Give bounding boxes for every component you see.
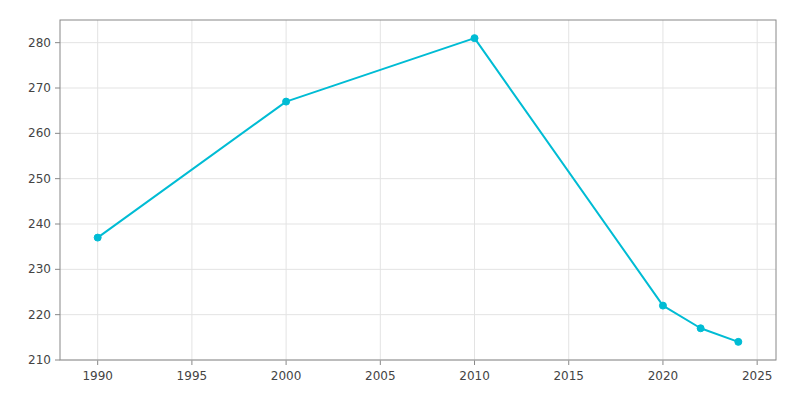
y-tick: [55, 269, 60, 270]
grid: [55, 20, 776, 365]
x-tick-label: 2020: [648, 369, 679, 383]
y-tick: [55, 178, 60, 179]
x-tick-label: 2015: [553, 369, 584, 383]
y-tick-label: 240: [28, 217, 51, 231]
y-tick-label: 230: [28, 262, 51, 276]
data-layer: [94, 35, 742, 346]
y-tick: [55, 224, 60, 225]
y-tick-label: 270: [28, 81, 51, 95]
marker: [697, 325, 704, 332]
marker: [471, 35, 478, 42]
x-grid-line: [97, 20, 98, 360]
x-tick: [474, 360, 475, 365]
y-grid-line: [60, 224, 776, 225]
chart-svg: 1990 1995 2000 2005 2010 2015 2020 2025 210 220 23…: [0, 0, 800, 400]
y-grid-line: [60, 133, 776, 134]
x-tick-label: 2010: [459, 369, 490, 383]
line: [98, 38, 739, 342]
y-tick-label: 210: [28, 353, 51, 367]
x-tick: [757, 360, 758, 365]
y-tick: [55, 314, 60, 315]
y-tick-label: 250: [28, 172, 51, 186]
y-tick-label: 260: [28, 126, 51, 140]
x-tick: [286, 360, 287, 365]
y-tick: [55, 42, 60, 43]
y-tick: [55, 88, 60, 89]
plot-background: [60, 20, 776, 360]
y-grid-line: [60, 269, 776, 270]
x-tick: [191, 360, 192, 365]
y-tick: [55, 133, 60, 134]
x-tick-label: 2000: [271, 369, 302, 383]
chart-container: 1990 1995 2000 2005 2010 2015 2020 2025 210 220 23…: [0, 0, 800, 400]
y-tick-label: 220: [28, 308, 51, 322]
y-grid-line: [60, 314, 776, 315]
x-grid-line: [286, 20, 287, 360]
y-grid-line: [60, 42, 776, 43]
tick-labels: 1990 1995 2000 2005 2010 2015 2020 2025 210 220 23…: [28, 36, 772, 383]
x-grid-line: [568, 20, 569, 360]
plot-frame: [60, 20, 776, 360]
x-tick-label: 2005: [365, 369, 396, 383]
marker: [94, 234, 101, 241]
x-grid-line: [757, 20, 758, 360]
x-tick: [97, 360, 98, 365]
x-tick: [568, 360, 569, 365]
x-grid-line: [474, 20, 475, 360]
y-grid-line: [60, 178, 776, 179]
x-tick: [380, 360, 381, 365]
x-tick-label: 1995: [177, 369, 208, 383]
y-tick: [55, 360, 60, 361]
x-tick: [662, 360, 663, 365]
marker: [283, 98, 290, 105]
x-grid-line: [191, 20, 192, 360]
marker: [659, 302, 666, 309]
x-tick-label: 1990: [82, 369, 113, 383]
marker: [735, 338, 742, 345]
y-grid-line: [60, 88, 776, 89]
x-tick-label: 2025: [742, 369, 773, 383]
y-tick-label: 280: [28, 36, 51, 50]
